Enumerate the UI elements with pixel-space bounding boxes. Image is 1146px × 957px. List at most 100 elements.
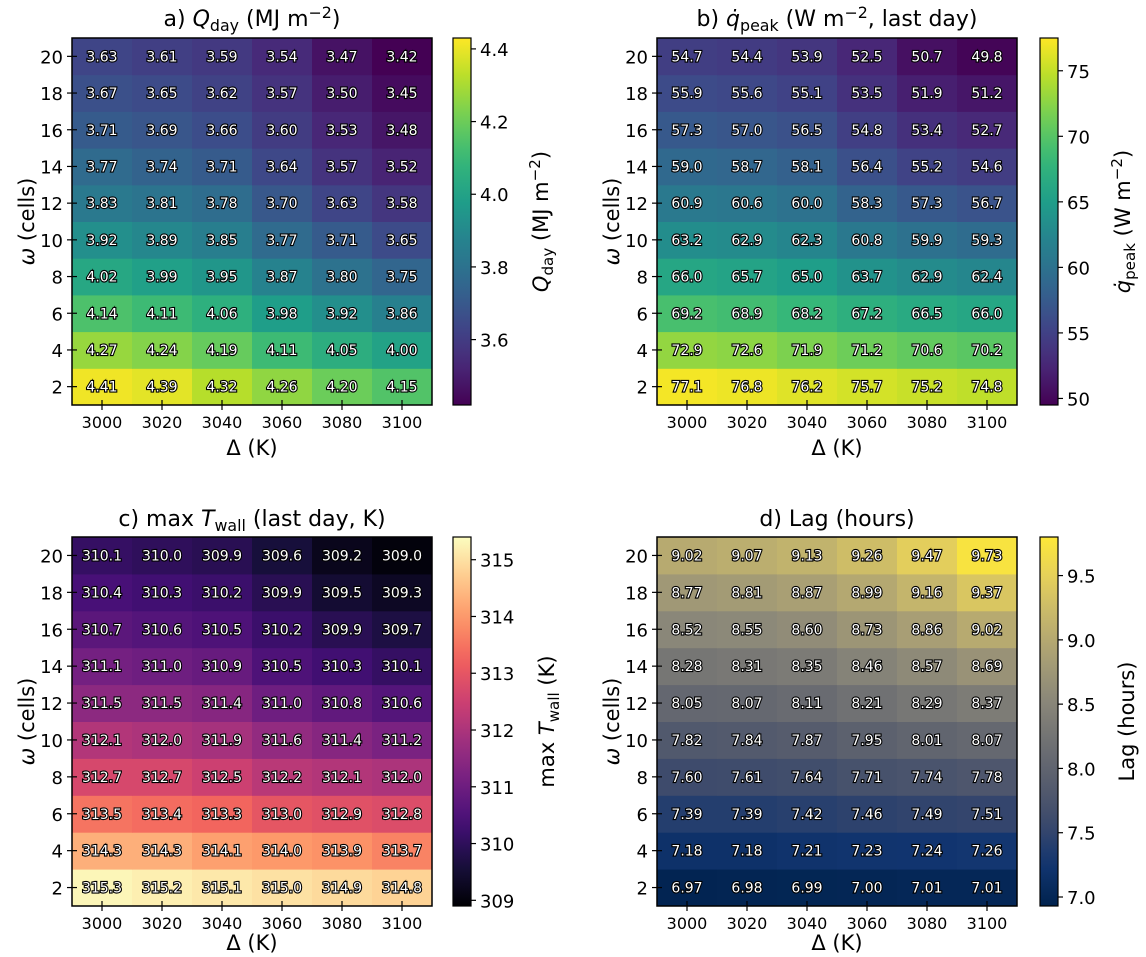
cell-value-label: 3.52 [386,159,417,175]
cell-value-label: 315.3 [82,881,122,897]
heatmap-cell [657,74,718,112]
cell-value-label: 8.86 [911,622,942,638]
cell-value-label: 4.27 [86,343,117,359]
cell-value-label: 3.89 [146,233,177,249]
cell-value-label: 71.9 [791,343,822,359]
cell-value-label: 8.99 [851,585,882,601]
colorbar-tick-label: 7.0 [1067,888,1096,909]
cell-value-label: 72.9 [671,343,702,359]
heatmap-cell [252,869,313,907]
heatmap-cell [897,74,958,112]
heatmap-cell [957,869,1018,907]
heatmap-cell [252,74,313,112]
heatmap-cell [837,294,898,333]
cell-value-label: 65.0 [791,270,822,286]
heatmap-cell [717,647,778,686]
cell-value-label: 62.4 [971,270,1002,286]
cell-value-label: 3.59 [206,49,237,65]
cell-value-label: 7.24 [911,844,942,860]
cell-value-label: 314.9 [322,881,362,897]
cell-value-label: 56.5 [791,123,822,139]
cell-value-label: 9.07 [731,548,762,564]
y-tick-label: 16 [40,121,63,142]
cell-value-label: 3.77 [266,233,297,249]
heatmap-cell [192,111,253,149]
heatmap-cell [192,610,253,649]
y-tick-label: 20 [40,47,63,68]
x-tick-label: 3080 [907,413,948,432]
heatmap-cell [897,610,958,649]
y-axis-label: ω (cells) [600,178,624,266]
heatmap-cell [252,758,313,796]
cell-value-label: 309.9 [202,548,242,564]
cell-value-label: 3.54 [266,49,297,65]
cell-value-label: 3.57 [266,86,297,102]
heatmap-cell [777,74,838,112]
colorbar [452,37,472,406]
heatmap-cell [132,294,193,333]
heatmap-cell [252,684,313,722]
cell-value-label: 57.3 [911,196,942,212]
x-tick-label: 3040 [787,413,828,432]
heatmap-cell [252,647,313,686]
cell-value-label: 3.70 [266,196,297,212]
plot-frame [71,37,433,406]
heatmap-cell [837,148,898,186]
x-tick-label: 3020 [727,413,768,432]
heatmap-cell [312,721,373,759]
cell-value-label: 66.0 [671,270,702,286]
cell-value-label: 7.84 [731,733,762,749]
y-tick-label: 16 [625,620,648,641]
heatmap-cell [132,573,193,612]
cell-value-label: 4.06 [206,306,237,322]
cell-value-label: 52.5 [851,49,882,65]
colorbar-tick-label: 65 [1067,193,1090,214]
cell-value-label: 7.00 [851,881,882,897]
x-tick-label: 3000 [82,914,123,933]
cell-value-label: 3.67 [86,86,117,102]
heatmap-cell [777,573,838,612]
cell-value-label: 7.39 [731,807,762,823]
heatmap-cell [837,647,898,686]
heatmap-cell [192,537,253,575]
cell-value-label: 3.69 [146,123,177,139]
colorbar-label: max Twall (K) [535,655,563,787]
heatmap-cell [777,832,838,870]
cell-value-label: 8.81 [731,585,762,601]
heatmap-cell [372,647,433,686]
colorbar-tick-label: 60 [1067,258,1090,279]
heatmap-cell [777,721,838,759]
cell-value-label: 310.2 [202,585,242,601]
cell-value-label: 8.28 [671,659,702,675]
heatmap-cell [837,721,898,759]
y-tick-label: 16 [40,620,63,641]
cell-value-label: 7.95 [851,733,882,749]
cell-value-label: 52.7 [971,123,1002,139]
heatmap-cell [957,111,1018,149]
y-tick-label: 4 [637,341,648,362]
cell-value-label: 59.0 [671,159,702,175]
chart-title: d) Lag (hours) [759,507,914,532]
cell-value-label: 312.1 [322,770,362,786]
heatmap-cell [897,832,958,870]
cell-value-label: 311.4 [322,733,362,749]
x-tick-label: 3040 [787,914,828,933]
cell-value-label: 54.7 [671,49,702,65]
heatmap-cell [897,258,958,296]
heatmap-cell [192,869,253,907]
heatmap-cell [957,537,1018,575]
heatmap-cell [372,610,433,649]
heatmap-cell [657,331,718,369]
x-tick-label: 3060 [847,413,888,432]
heatmap-cell [897,184,958,222]
cell-value-label: 67.2 [851,306,882,322]
x-tick-label: 3020 [727,914,768,933]
cell-value-label: 56.4 [851,159,882,175]
cell-value-label: 8.55 [731,622,762,638]
heatmap-cell [72,832,133,870]
heatmap-cell [657,721,718,759]
y-tick-label: 4 [52,341,63,362]
heatmap-cell [717,573,778,612]
cell-value-label: 3.47 [326,49,357,65]
cell-value-label: 56.7 [971,196,1002,212]
